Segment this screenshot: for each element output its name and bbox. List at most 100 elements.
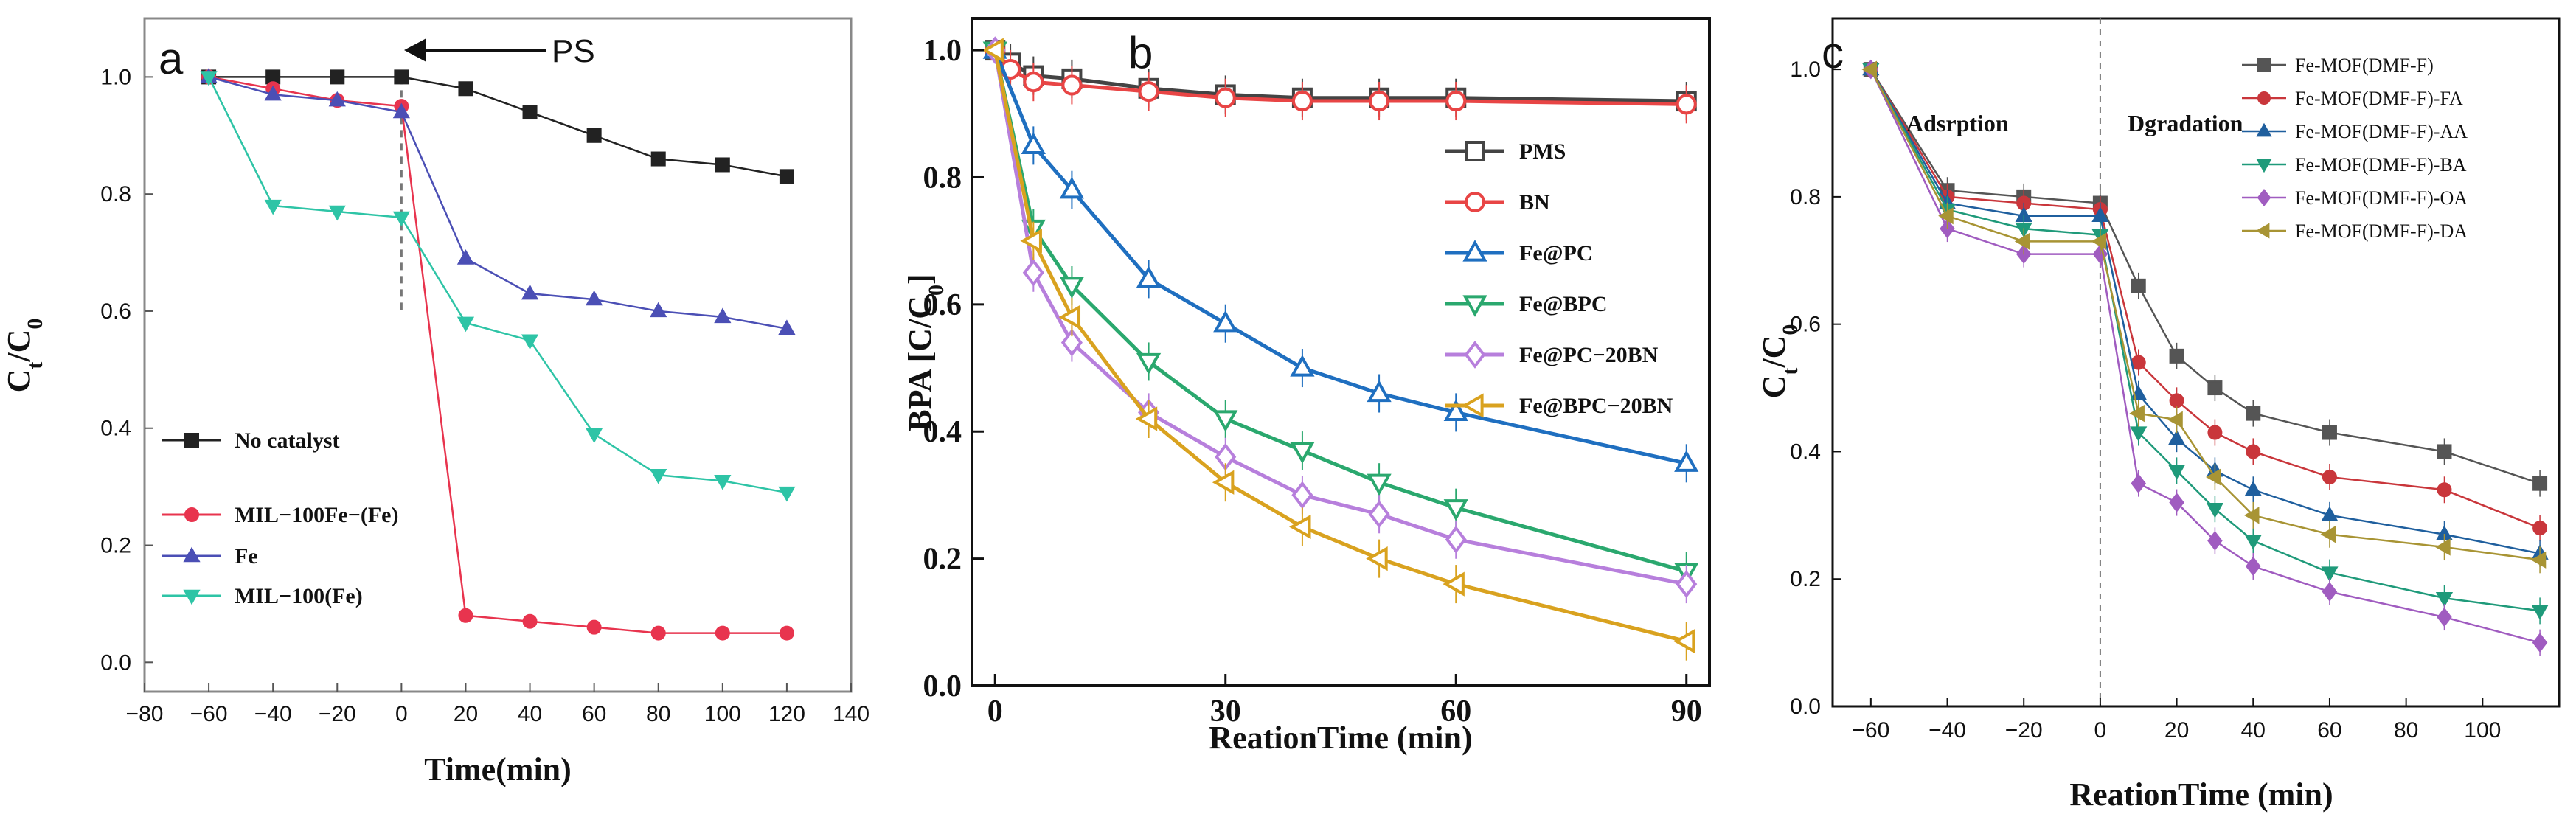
chart-b-data-point bbox=[1443, 571, 1465, 597]
chart-a-series-line bbox=[208, 76, 787, 634]
chart-c-ytick-label: 0.4 bbox=[1790, 439, 1821, 464]
chart-b-xtick-label: 0 bbox=[987, 695, 1003, 729]
chart-a-ytick-label: 0.0 bbox=[100, 650, 131, 675]
chart-b-legend-marker bbox=[1462, 295, 1487, 317]
chart-c-data-point bbox=[1938, 207, 1954, 225]
chart-b-data-point bbox=[1213, 410, 1238, 432]
chart-c-data-point bbox=[2207, 425, 2223, 440]
chart-b-data-point bbox=[1136, 265, 1162, 288]
chart-b-data-point bbox=[1291, 91, 1313, 112]
chart-c-plot-area bbox=[1831, 17, 2561, 708]
chart-b-data-point bbox=[1673, 629, 1695, 654]
ps-arrow-head bbox=[404, 38, 426, 62]
chart-a-xtick-label: 0 bbox=[395, 702, 408, 726]
chart-c-data-point bbox=[2169, 493, 2184, 512]
chart-c-data-point bbox=[2014, 232, 2030, 250]
chart-b-data-point bbox=[1215, 87, 1236, 108]
chart-a-xtick-label: 100 bbox=[704, 702, 741, 726]
chart-a-legend-marker bbox=[184, 433, 199, 448]
chart-b-data-point bbox=[1445, 525, 1467, 554]
chart-c-xlabel: ReationTime (min) bbox=[2069, 776, 2333, 813]
chart-c-legend-label: Fe-MOF(DMF-F)-AA bbox=[2295, 121, 2468, 142]
chart-c-series-5 bbox=[1861, 60, 2547, 574]
chart-a-xtick-label: 60 bbox=[582, 702, 606, 726]
chart-a-data-point bbox=[650, 469, 667, 484]
chart-c-xtick-label: 60 bbox=[2317, 718, 2341, 743]
chart-c-data-point bbox=[2437, 607, 2452, 627]
chart-b-xtick-label: 60 bbox=[1440, 695, 1471, 729]
chart-a-legend-marker bbox=[184, 507, 199, 522]
chart-a-data-point bbox=[715, 625, 730, 641]
chart-b-xtick-label: 30 bbox=[1210, 695, 1241, 729]
chart-c-data-point bbox=[2131, 473, 2146, 493]
chart-b-series-2 bbox=[982, 37, 1699, 483]
chart-a-data-point bbox=[714, 474, 732, 490]
chart-b-data-point bbox=[1023, 72, 1044, 93]
chart-a-legend-label: No catalyst bbox=[235, 428, 339, 453]
chart-c-data-point bbox=[2320, 526, 2336, 543]
chart-c-ylabel: Ct/C0 bbox=[1756, 324, 1802, 399]
chart-b-series-5 bbox=[982, 38, 1695, 661]
chart-a-xtick-label: 120 bbox=[768, 702, 805, 726]
chart-b-series-1 bbox=[985, 40, 1697, 124]
chart-c-legend-marker bbox=[2256, 122, 2272, 137]
chart-c-data-point bbox=[2129, 404, 2145, 423]
chart-c-annotation-degradation: Dgradation bbox=[2128, 110, 2243, 136]
chart-c-xtick-label: −40 bbox=[1928, 718, 1966, 743]
chart-b-ytick-label: 1.0 bbox=[923, 34, 962, 68]
chart-c-data-point bbox=[2091, 206, 2109, 223]
chart-b-data-point bbox=[1443, 499, 1468, 521]
chart-c-legend-label: Fe-MOF(DMF-F) bbox=[2295, 55, 2434, 76]
chart-b-legend-marker bbox=[1462, 393, 1484, 418]
chart-b-series-3 bbox=[982, 41, 1699, 591]
chart-a-series-line bbox=[207, 76, 788, 494]
chart-c-ytick-label: 0.6 bbox=[1790, 313, 1821, 337]
chart-c-xtick-label: 20 bbox=[2164, 718, 2189, 743]
chart-b-data-point bbox=[1443, 399, 1468, 421]
chart-c-data-point bbox=[2532, 476, 2548, 491]
chart-b-legend-marker bbox=[1465, 192, 1485, 212]
chart-c-legend-marker bbox=[2255, 223, 2270, 239]
chart-a-data-point bbox=[456, 316, 475, 333]
chart-a-data-point bbox=[521, 284, 539, 300]
chart-c-data-point bbox=[2131, 355, 2146, 370]
chart-a-data-point bbox=[586, 290, 603, 306]
chart-c-data-point bbox=[2246, 556, 2261, 577]
chart-b-ytick-label: 0.2 bbox=[923, 543, 962, 577]
chart-b-legend-marker bbox=[1462, 240, 1487, 262]
chart-b-plot-area bbox=[971, 17, 1711, 687]
chart-a-data-point bbox=[456, 249, 475, 265]
chart-b-xlabel: ReationTime (min) bbox=[1209, 720, 1472, 756]
chart-a-xlabel: Time(min) bbox=[424, 751, 572, 787]
chart-a-data-point bbox=[392, 102, 410, 119]
chart-c-data-point bbox=[2244, 535, 2262, 550]
chart-c-data-point bbox=[2206, 502, 2224, 518]
chart-b-data-point bbox=[1058, 305, 1081, 330]
chart-a-ytick-label: 0.2 bbox=[100, 534, 131, 558]
chart-b-data-point bbox=[1213, 310, 1238, 333]
chart-b-data-point bbox=[1020, 229, 1042, 254]
chart-c-data-point bbox=[2437, 444, 2452, 459]
chart-a-data-point bbox=[650, 625, 666, 641]
chart-b-data-point bbox=[1367, 380, 1392, 403]
chart-a-annotation: PS bbox=[404, 33, 595, 69]
chart-a-series-line bbox=[209, 76, 788, 178]
chart-b-data-point bbox=[1367, 473, 1392, 496]
chart-c-data-point bbox=[2530, 551, 2547, 569]
chart-b-data-point bbox=[1676, 570, 1698, 598]
chart-a-xtick-label: 80 bbox=[646, 702, 670, 726]
chart-a-data-point bbox=[522, 105, 538, 120]
chart-c-legend-label: Fe-MOF(DMF-F)-FA bbox=[2295, 88, 2463, 109]
chart-a-plot-area bbox=[143, 17, 853, 693]
chart-c-data-point bbox=[2322, 425, 2337, 440]
chart-a-legend-marker bbox=[183, 546, 201, 563]
chart-a-data-point bbox=[521, 334, 539, 350]
ps-label: PS bbox=[552, 33, 595, 69]
chart-a-xtick-label: 140 bbox=[833, 702, 869, 726]
chart-c-data-point bbox=[2169, 348, 2184, 364]
chart-a-data-point bbox=[264, 199, 282, 215]
chart-b-series-line bbox=[993, 49, 1687, 103]
chart-b-data-point bbox=[1676, 94, 1697, 115]
chart-a-data-point bbox=[586, 428, 603, 444]
chart-c-data-point bbox=[2321, 506, 2339, 522]
